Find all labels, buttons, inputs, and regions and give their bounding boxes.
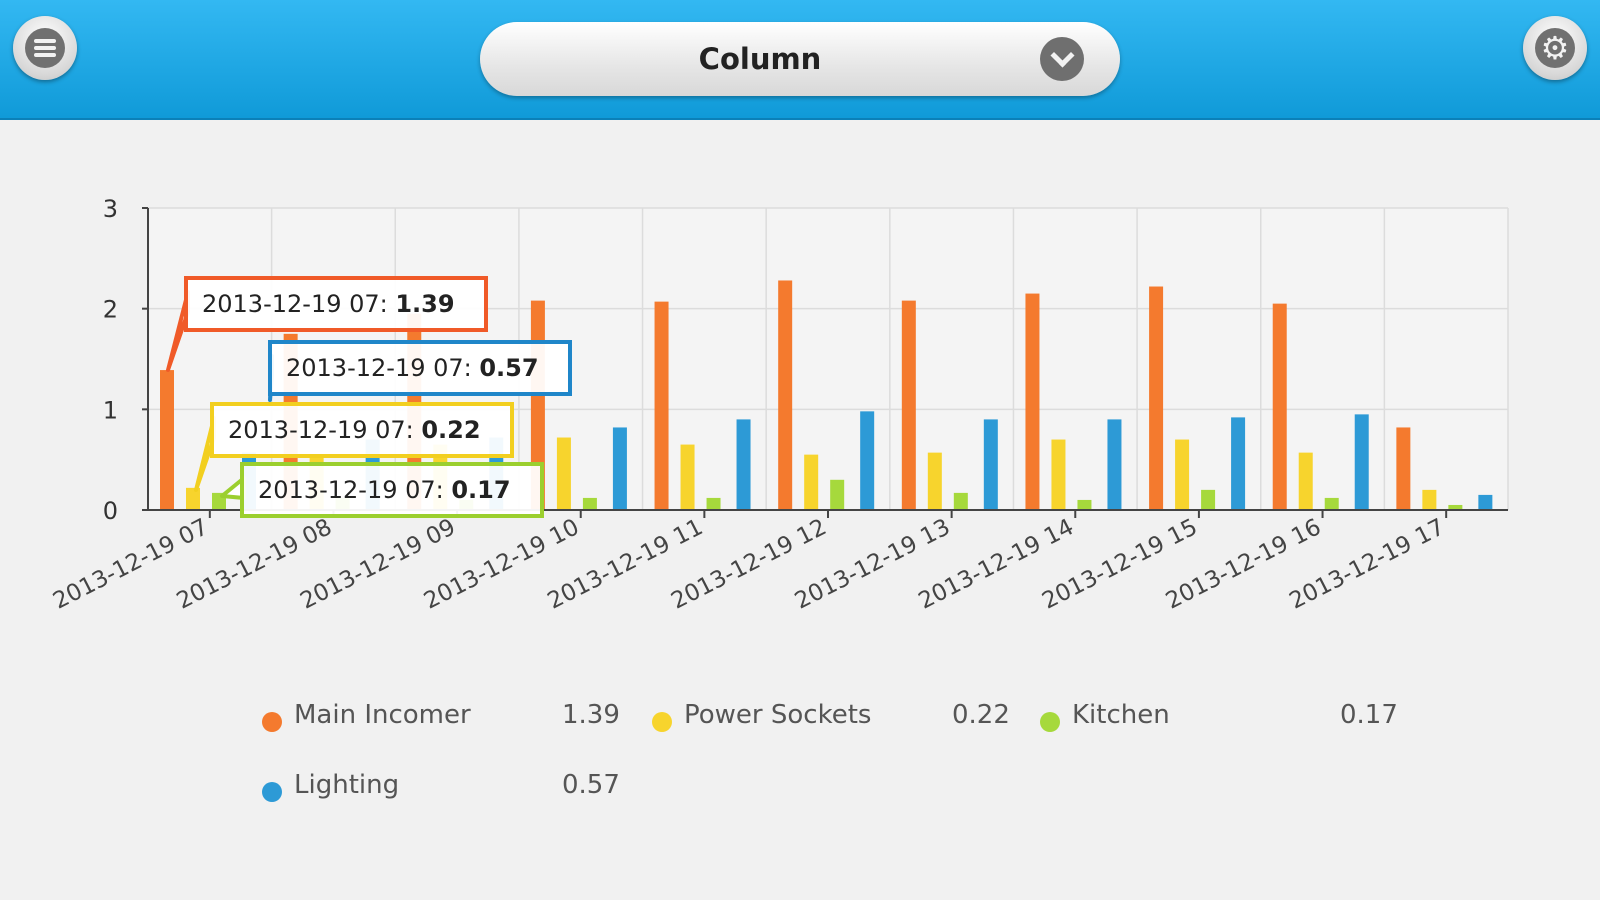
bar-main-incomer xyxy=(1149,286,1164,510)
y-tick-label: 3 xyxy=(103,195,118,223)
y-tick-label: 1 xyxy=(103,396,118,424)
bar-kitchen xyxy=(953,492,968,510)
bar-power-sockets xyxy=(927,452,942,510)
bar-lighting xyxy=(1478,494,1493,510)
legend-dot xyxy=(262,782,282,802)
bar-power-sockets xyxy=(680,444,695,510)
legend-series-name: Power Sockets xyxy=(684,700,872,730)
menu-button[interactable] xyxy=(13,16,77,80)
top-bar: Column ⚙ xyxy=(0,0,1600,120)
bar-lighting xyxy=(736,419,751,510)
tooltip-text: 2013-12-19 07: 0.17 xyxy=(258,476,511,504)
tooltip-box xyxy=(210,402,514,458)
legend-series-value: 0.17 xyxy=(1340,700,1398,730)
tooltip-label: 2013-12-19 07: xyxy=(286,354,479,382)
tooltip-value: 1.39 xyxy=(395,290,454,318)
menu-icon xyxy=(25,28,65,68)
tooltip-label: 2013-12-19 07: xyxy=(202,290,395,318)
bar-power-sockets xyxy=(1051,439,1066,510)
chart-type-dropdown[interactable]: Column xyxy=(480,22,1120,96)
gear-icon: ⚙ xyxy=(1535,28,1575,68)
legend-series-name: Main Incomer xyxy=(294,700,471,730)
chevron-down-icon[interactable] xyxy=(1040,37,1084,81)
tooltip-value: 0.17 xyxy=(451,476,510,504)
tooltip-box xyxy=(268,340,572,396)
bar-kitchen xyxy=(582,497,597,510)
bar-lighting xyxy=(860,411,875,510)
bar-main-incomer xyxy=(901,300,916,510)
bar-lighting xyxy=(612,427,627,510)
tooltip-label: 2013-12-19 07: xyxy=(228,416,421,444)
bar-lighting xyxy=(1231,417,1246,510)
tooltip-text: 2013-12-19 07: 0.22 xyxy=(228,416,481,444)
tooltip-box xyxy=(184,276,488,332)
legend-series-name: Kitchen xyxy=(1072,700,1170,730)
legend-dot xyxy=(652,712,672,732)
bar-main-incomer xyxy=(160,370,174,510)
tooltip-text: 2013-12-19 07: 0.57 xyxy=(286,354,539,382)
tooltip-box xyxy=(240,462,544,518)
legend-series-value: 0.57 xyxy=(562,770,620,800)
legend-dot xyxy=(262,712,282,732)
tooltip-value: 0.22 xyxy=(421,416,480,444)
bar-power-sockets xyxy=(1298,452,1313,510)
bar-kitchen xyxy=(706,497,721,510)
bar-main-incomer xyxy=(1025,293,1040,510)
legend-dot xyxy=(1040,712,1060,732)
tooltip-label: 2013-12-19 07: xyxy=(258,476,451,504)
bar-power-sockets xyxy=(556,437,571,510)
bar-main-incomer xyxy=(1272,303,1287,510)
bar-main-incomer xyxy=(778,280,793,510)
bar-main-incomer xyxy=(1396,427,1411,510)
bar-power-sockets xyxy=(1175,439,1190,510)
bar-kitchen xyxy=(1077,499,1092,510)
bar-kitchen xyxy=(1201,489,1216,510)
y-tick-label: 2 xyxy=(103,296,118,324)
bar-kitchen xyxy=(1448,504,1463,510)
bar-kitchen xyxy=(1324,497,1339,510)
bar-lighting xyxy=(1354,414,1369,510)
bar-lighting xyxy=(983,419,998,510)
bar-power-sockets xyxy=(1422,489,1437,510)
bar-power-sockets xyxy=(804,454,819,510)
settings-button[interactable]: ⚙ xyxy=(1523,16,1587,80)
y-tick-label: 0 xyxy=(103,497,118,525)
tooltip-value: 0.57 xyxy=(479,354,538,382)
legend-series-name: Lighting xyxy=(294,770,400,800)
bar-main-incomer xyxy=(654,301,669,510)
bar-kitchen xyxy=(830,479,845,510)
bar-lighting xyxy=(1107,419,1122,510)
bar-power-sockets xyxy=(186,487,200,510)
legend-series-value: 0.22 xyxy=(952,700,1010,730)
tooltip-text: 2013-12-19 07: 1.39 xyxy=(202,290,455,318)
legend-series-value: 1.39 xyxy=(562,700,620,730)
chart-type-label: Column xyxy=(698,42,822,76)
